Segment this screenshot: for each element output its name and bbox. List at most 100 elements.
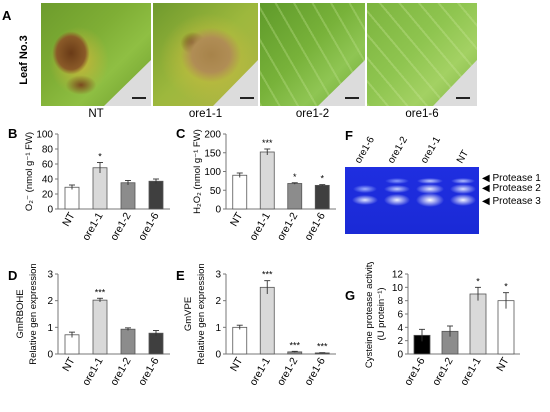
leaf-image-ore1-1-corner [213,60,258,106]
y-axis-label: H₂O₂ (nmol g⁻¹ FW) [192,129,203,214]
x-tick-label: ore1-2 [430,355,456,387]
significance-mark: *** [317,342,328,352]
significance-mark: * [320,174,324,184]
panel-f-letter: F [345,128,353,143]
bar-ore1-1 [92,299,108,355]
bar-NT [232,326,248,355]
x-tick-label: NT [228,210,246,229]
band-label-text: Protease 3 [492,196,541,207]
leaf-number-text: Leaf No.3 [18,35,30,85]
band-label-text: Protease 1 [492,173,541,184]
leaf-number-label: Leaf No.3 [14,22,34,98]
leaf-label-nt: NT [88,108,104,120]
y-axis-gene-label: GmVPE [183,297,194,331]
y-tick-label: 0 [215,205,221,216]
gel-lane-label-ore1-1: ore1-1 [419,135,443,172]
y-tick-label: 2 [215,296,221,307]
bar-NT [232,174,248,210]
scale-bar-ore1-2 [345,97,359,99]
gel-lane-label-text: ore1-6 [353,134,377,166]
panel-letter: C [176,126,186,141]
significance-mark: *** [289,340,300,350]
bar-ore1-1 [259,286,275,355]
significance-mark: *** [262,138,273,148]
x-tick-label: NT [494,355,512,374]
bar-NT [64,186,80,210]
leaf-label-ore1-2: ore1-2 [295,108,330,120]
y-tick-label: 100 [204,167,221,178]
significance-mark: * [476,276,480,286]
y-tick-label: 200 [204,130,221,141]
gel-lane-label-ore1-6: ore1-6 [353,135,377,172]
x-tick-label: NT [60,355,78,374]
y-tick-label: 3 [215,270,221,281]
x-tick-label: ore1-1 [80,355,106,387]
leaf-image-ore1-6-corner [433,60,477,106]
y-axis-unit-label: (U protein⁻¹) [376,287,387,340]
gel-lane-label-text: ore1-1 [419,134,443,166]
gel-lane-label-text: NT [455,148,472,166]
y-tick-label: 0 [397,350,403,361]
arrow-left-icon: ◀ [482,183,490,194]
panel-letter: D [8,268,17,283]
chart-g-cysteine-protease: G 0 2 4 6 8 10 12 Cysteine protease activity (U p… [345,262,520,388]
bar-ore1-6 [148,332,164,355]
y-tick-label: 8 [397,296,403,307]
y-tick-label: 40 [42,175,54,186]
x-tick-label: ore1-6 [302,355,328,387]
panel-a-letter: A [2,8,12,23]
band-label-protease-3: ◀ Protease 3 [482,196,541,207]
y-axis-gene-label: GmRBOHE [15,289,26,338]
x-tick-label: ore1-1 [458,355,484,387]
y-axis-label: Relative gen expression [196,263,207,364]
scale-bar-nt [132,97,146,99]
scale-bar-ore1-6 [456,97,470,99]
y-tick-label: 1 [47,323,53,334]
y-tick-label: 100 [36,130,53,141]
gel-lane-label-nt: NT [455,148,471,172]
x-tick-label: ore1-1 [247,210,273,242]
y-tick-label: 0 [215,350,221,361]
x-tick-label: ore1-6 [136,210,162,242]
leaf-label-ore1-6: ore1-6 [405,108,439,120]
gel-lane-label-ore1-2: ore1-2 [386,135,410,172]
gel-lane-label-text: ore1-2 [386,134,410,166]
y-tick-label: 150 [204,148,221,159]
bar-NT [64,334,80,355]
y-axis-label: Cysteine protease activity [364,262,375,368]
band-label-protease-2: ◀ Protease 2 [482,183,541,194]
y-tick-label: 2 [397,336,403,347]
significance-mark: * [98,152,102,162]
x-tick-label: ore1-1 [247,355,273,387]
x-tick-label: ore1-6 [302,210,328,242]
gel-lane-3 [415,167,445,234]
x-tick-label: ore1-6 [136,355,162,387]
x-tick-label: ore1-2 [275,210,301,242]
y-tick-label: 60 [42,160,54,171]
y-tick-label: 0 [47,350,53,361]
x-tick-label: ore1-2 [275,355,301,387]
gel-lane-2 [383,167,411,234]
y-tick-label: 2 [47,296,53,307]
panel-letter: G [345,288,355,303]
leaf-label-ore1-1: ore1-1 [188,108,223,120]
arrow-left-icon: ◀ [482,196,490,207]
bar-ore1-1 [469,293,487,355]
gel-image [345,167,479,234]
gel-lane-4 [449,167,477,234]
y-axis-label: Relative gen expression [28,263,39,364]
y-tick-label: 4 [397,323,403,334]
bar-ore1-6 [314,184,330,210]
x-tick-label: ore1-6 [402,355,428,387]
bar-ore1-2 [287,183,303,210]
y-tick-label: 3 [47,270,53,281]
y-axis-label: O₂⁻ (nmol g⁻¹ FW) [24,132,35,211]
bar-ore1-1 [259,151,275,210]
x-tick-label: ore1-1 [80,210,106,242]
y-tick-label: 20 [42,190,54,201]
x-tick-label: NT [228,355,246,374]
significance-mark: * [293,172,297,182]
band-label-text: Protease 2 [492,183,541,194]
